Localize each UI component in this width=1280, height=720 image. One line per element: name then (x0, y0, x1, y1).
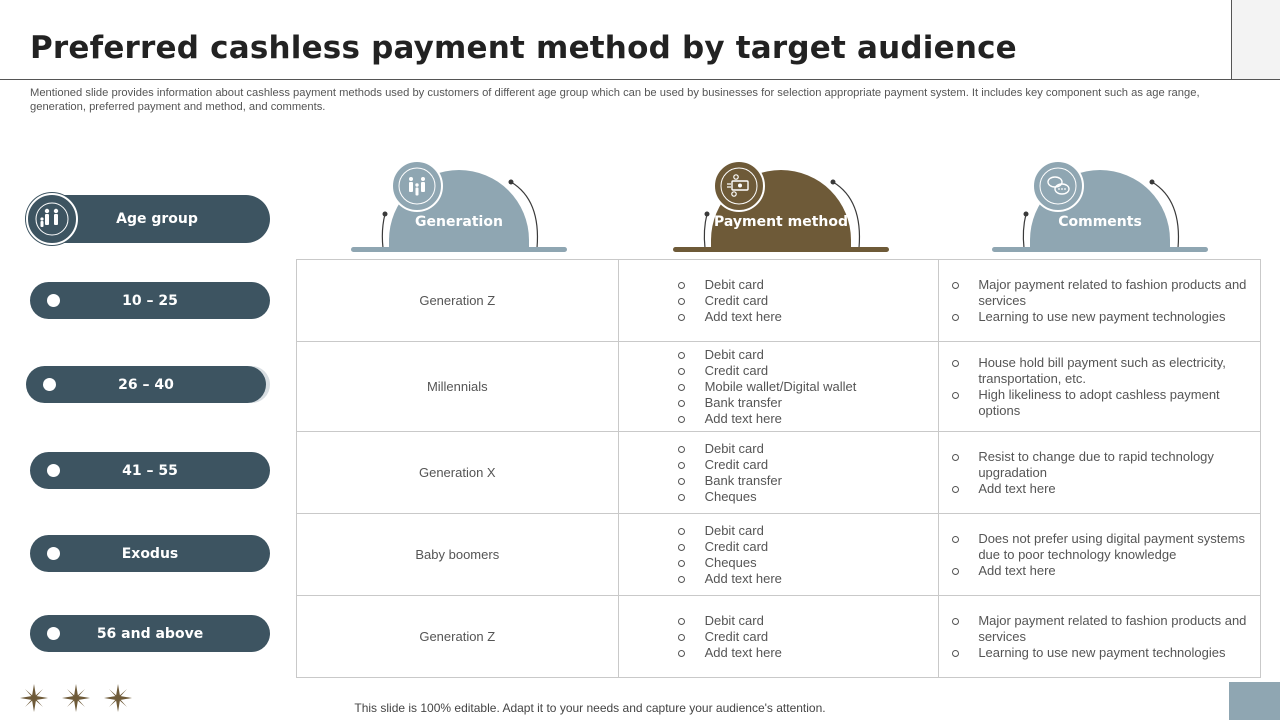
payment-cell: Debit card Credit card Mobile wallet/Dig… (617, 341, 940, 432)
table-row: Millennials Debit card Credit card Mobil… (296, 341, 1261, 432)
list-item: Debit card (675, 613, 939, 629)
age-range-pill: Exodus (30, 535, 270, 572)
generation-header: Generation (351, 160, 567, 254)
page-title: Preferred cashless payment method by tar… (30, 30, 1017, 66)
people-group-icon (391, 160, 443, 212)
comments-cell: Major payment related to fashion product… (938, 595, 1261, 678)
list-item: Does not prefer using digital payment sy… (949, 531, 1252, 563)
list-item: Cheques (675, 555, 939, 571)
bullet-dot (47, 294, 60, 307)
generation-cell: Generation Z (296, 595, 619, 678)
corner-decoration (1231, 0, 1280, 80)
age-range-pill: 26 – 40 (26, 366, 266, 403)
payment-cell: Debit card Credit card Add text here (617, 259, 940, 342)
chat-bubbles-icon (1032, 160, 1084, 212)
payment-cell: Debit card Credit card Add text here (617, 595, 940, 678)
title-divider (0, 79, 1231, 80)
payment-method-header-label: Payment method (713, 214, 849, 230)
age-range-pill: 41 – 55 (30, 452, 270, 489)
generation-cell: Millennials (296, 341, 619, 432)
list-item: Bank transfer (675, 473, 939, 489)
age-group-pill: Age group (26, 193, 270, 245)
payment-cell: Debit card Credit card Bank transfer Che… (617, 431, 940, 514)
payment-method-header: Payment method (673, 160, 889, 254)
list-item: House hold bill payment such as electric… (949, 355, 1252, 387)
header-arc-decoration (381, 179, 539, 249)
comments-header: Comments (992, 160, 1208, 254)
payment-cell: Debit card Credit card Cheques Add text … (617, 513, 940, 596)
list-item: Add text here (675, 309, 939, 325)
generation-header-label: Generation (415, 214, 503, 230)
comments-cell: House hold bill payment such as electric… (938, 341, 1261, 432)
header-arc-decoration (703, 179, 861, 249)
table-row: Generation X Debit card Credit card Bank… (296, 431, 1261, 514)
list-item: Add text here (675, 571, 939, 587)
age-range-label: 10 – 25 (122, 292, 178, 309)
age-range-pill: 56 and above (30, 615, 270, 652)
header-arc-decoration (1022, 179, 1180, 249)
list-item: Debit card (675, 441, 939, 457)
list-item: Debit card (675, 277, 939, 293)
footer-note: This slide is 100% editable. Adapt it to… (354, 701, 826, 715)
comments-cell: Does not prefer using digital payment sy… (938, 513, 1261, 596)
list-item: Credit card (675, 629, 939, 645)
generation-cell: Generation X (296, 431, 619, 514)
age-range-label: 56 and above (96, 625, 204, 642)
list-item: Add text here (949, 563, 1252, 579)
table-row: Baby boomers Debit card Credit card Cheq… (296, 513, 1261, 596)
list-item: Credit card (675, 363, 939, 379)
table-row: Generation Z Debit card Credit card Add … (296, 259, 1261, 342)
list-item: Learning to use new payment technologies (949, 309, 1252, 325)
age-range-pill: 10 – 25 (30, 282, 270, 319)
list-item: Bank transfer (675, 395, 939, 411)
payment-table: Generation Z Debit card Credit card Add … (296, 259, 1261, 678)
list-item: Add text here (675, 411, 939, 427)
age-group-label: Age group (116, 211, 198, 227)
page-subtitle: Mentioned slide provides information abo… (30, 87, 1200, 113)
list-item: Major payment related to fashion product… (949, 277, 1252, 309)
list-item: Credit card (675, 539, 939, 555)
age-range-label: Exodus (121, 545, 179, 562)
comments-cell: Resist to change due to rapid technology… (938, 431, 1261, 514)
age-range-label: 41 – 55 (122, 462, 178, 479)
bullet-dot (47, 627, 60, 640)
list-item: Credit card (675, 293, 939, 309)
list-item: Cheques (675, 489, 939, 505)
bullet-dot (47, 547, 60, 560)
comments-header-label: Comments (1058, 214, 1142, 230)
list-item: Major payment related to fashion product… (949, 613, 1252, 645)
list-item: Learning to use new payment technologies (949, 645, 1252, 661)
age-range-label: 26 – 40 (118, 376, 174, 393)
bullet-dot (47, 464, 60, 477)
people-family-icon (26, 193, 78, 245)
star-icon (104, 684, 132, 712)
list-item: Debit card (675, 347, 939, 363)
money-gear-icon (713, 160, 765, 212)
generation-cell: Baby boomers (296, 513, 619, 596)
comments-cell: Major payment related to fashion product… (938, 259, 1261, 342)
table-row: Generation Z Debit card Credit card Add … (296, 595, 1261, 678)
corner-decoration (1229, 682, 1280, 720)
list-item: Mobile wallet/Digital wallet (675, 379, 939, 395)
star-icon (62, 684, 90, 712)
star-decoration (20, 684, 132, 712)
list-item: Credit card (675, 457, 939, 473)
list-item: Debit card (675, 523, 939, 539)
list-item: Resist to change due to rapid technology… (949, 449, 1252, 481)
star-icon (20, 684, 48, 712)
bullet-dot (43, 378, 56, 391)
generation-cell: Generation Z (296, 259, 619, 342)
list-item: Add text here (675, 645, 939, 661)
list-item: High likeliness to adopt cashless paymen… (949, 387, 1252, 419)
list-item: Add text here (949, 481, 1252, 497)
